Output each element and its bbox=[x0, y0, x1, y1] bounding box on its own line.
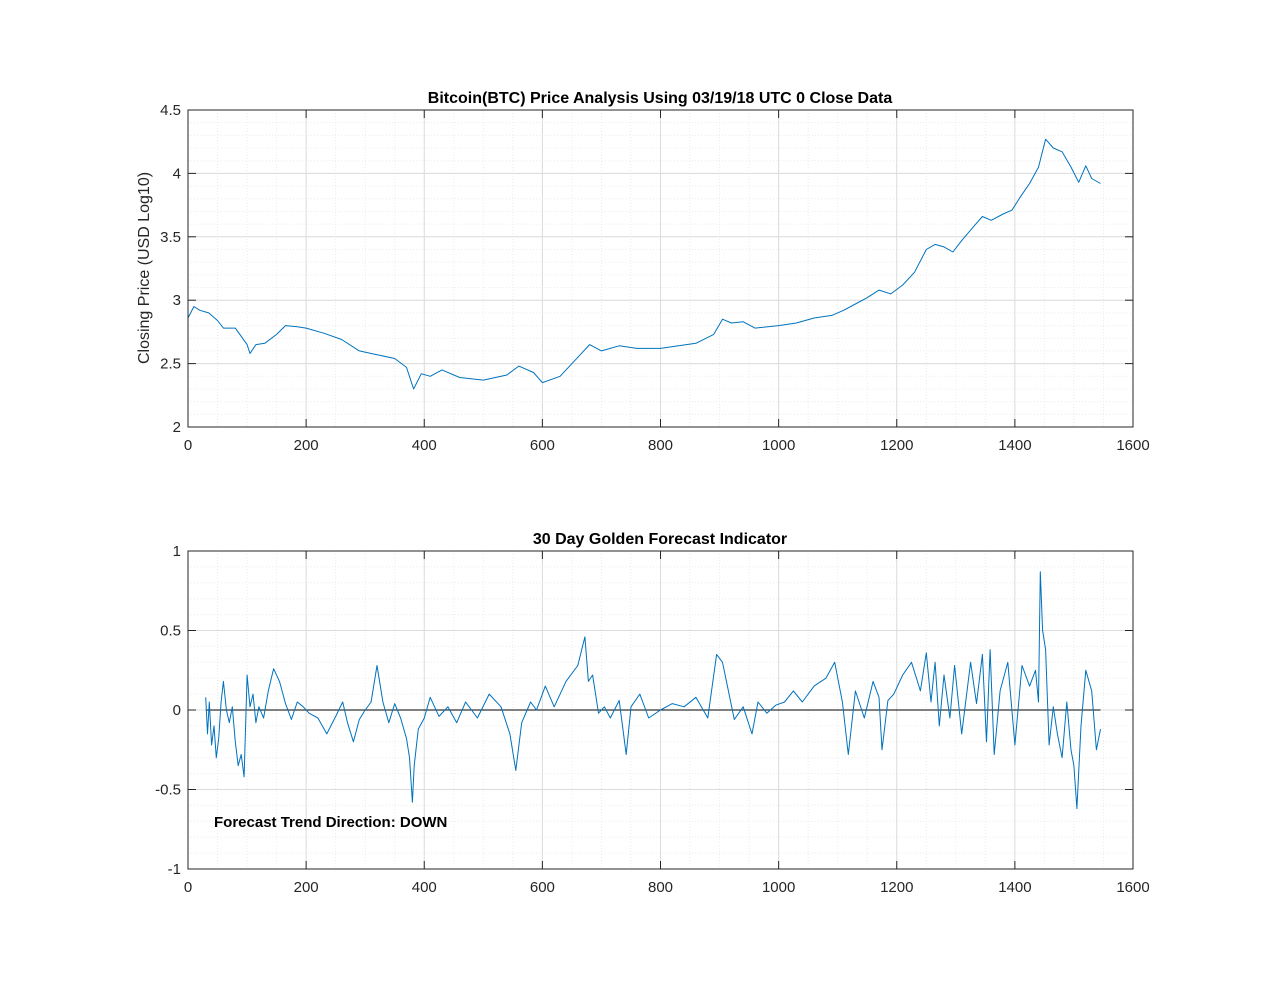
indicator-x-tick-label: 1600 bbox=[1116, 879, 1149, 896]
indicator-y-tick-label: 0.5 bbox=[160, 623, 181, 640]
indicator-x-tick-labels: 0 200 400 600 800 1000 1200 1400 1600 bbox=[184, 879, 1150, 896]
price-x-tick-label: 600 bbox=[530, 437, 555, 454]
indicator-x-tick-label: 600 bbox=[530, 879, 555, 896]
indicator-chart: 0 200 400 600 800 1000 1200 1400 1600 -1 -0.5 0 0.5… bbox=[155, 531, 1150, 896]
price-x-tick-label: 1400 bbox=[998, 437, 1031, 454]
price-x-tick-label: 0 bbox=[184, 437, 192, 454]
indicator-x-tick-label: 0 bbox=[184, 879, 192, 896]
indicator-series-line bbox=[205, 571, 1101, 810]
price-y-tick-label: 3 bbox=[173, 292, 181, 309]
indicator-ticks bbox=[187, 550, 1134, 870]
price-x-tick-label: 1600 bbox=[1116, 437, 1149, 454]
indicator-x-tick-label: 400 bbox=[412, 879, 437, 896]
price-y-tick-label: 3.5 bbox=[160, 229, 181, 246]
price-y-tick-label: 4 bbox=[173, 165, 181, 182]
price-y-tick-label: 2 bbox=[173, 419, 181, 436]
price-x-tick-label: 400 bbox=[412, 437, 437, 454]
price-x-tick-label: 1200 bbox=[880, 437, 913, 454]
indicator-y-tick-label: -0.5 bbox=[155, 782, 181, 799]
price-chart-title: Bitcoin(BTC) Price Analysis Using 03/19/… bbox=[428, 90, 893, 107]
indicator-y-tick-label: 1 bbox=[173, 543, 181, 560]
price-series-line bbox=[187, 138, 1101, 390]
indicator-y-tick-labels: -1 -0.5 0 0.5 1 bbox=[155, 543, 181, 878]
indicator-x-tick-label: 1000 bbox=[762, 879, 795, 896]
price-y-tick-label: 4.5 bbox=[160, 102, 181, 119]
price-series bbox=[187, 138, 1101, 390]
price-y-tick-label: 2.5 bbox=[160, 356, 181, 373]
indicator-x-tick-label: 800 bbox=[648, 879, 673, 896]
indicator-y-tick-label: -1 bbox=[168, 861, 181, 878]
indicator-x-tick-label: 1200 bbox=[880, 879, 913, 896]
indicator-chart-title: 30 Day Golden Forecast Indicator bbox=[533, 531, 787, 548]
price-ticks bbox=[187, 109, 1134, 428]
price-y-axis-label: Closing Price (USD Log10) bbox=[136, 172, 153, 364]
price-chart: 0 200 400 600 800 1000 1200 1400 1600 2 2.5 3 3.5 4 4… bbox=[136, 90, 1150, 454]
price-x-tick-label: 1000 bbox=[762, 437, 795, 454]
forecast-trend-annotation: Forecast Trend Direction: DOWN bbox=[214, 814, 447, 831]
price-x-tick-label: 800 bbox=[648, 437, 673, 454]
indicator-x-tick-label: 200 bbox=[294, 879, 319, 896]
price-y-tick-labels: 2 2.5 3 3.5 4 4.5 bbox=[160, 102, 181, 436]
price-x-tick-labels: 0 200 400 600 800 1000 1200 1400 1600 bbox=[184, 437, 1150, 454]
indicator-series bbox=[205, 571, 1101, 810]
indicator-y-tick-label: 0 bbox=[173, 702, 181, 719]
indicator-x-tick-label: 1400 bbox=[998, 879, 1031, 896]
price-x-tick-label: 200 bbox=[294, 437, 319, 454]
